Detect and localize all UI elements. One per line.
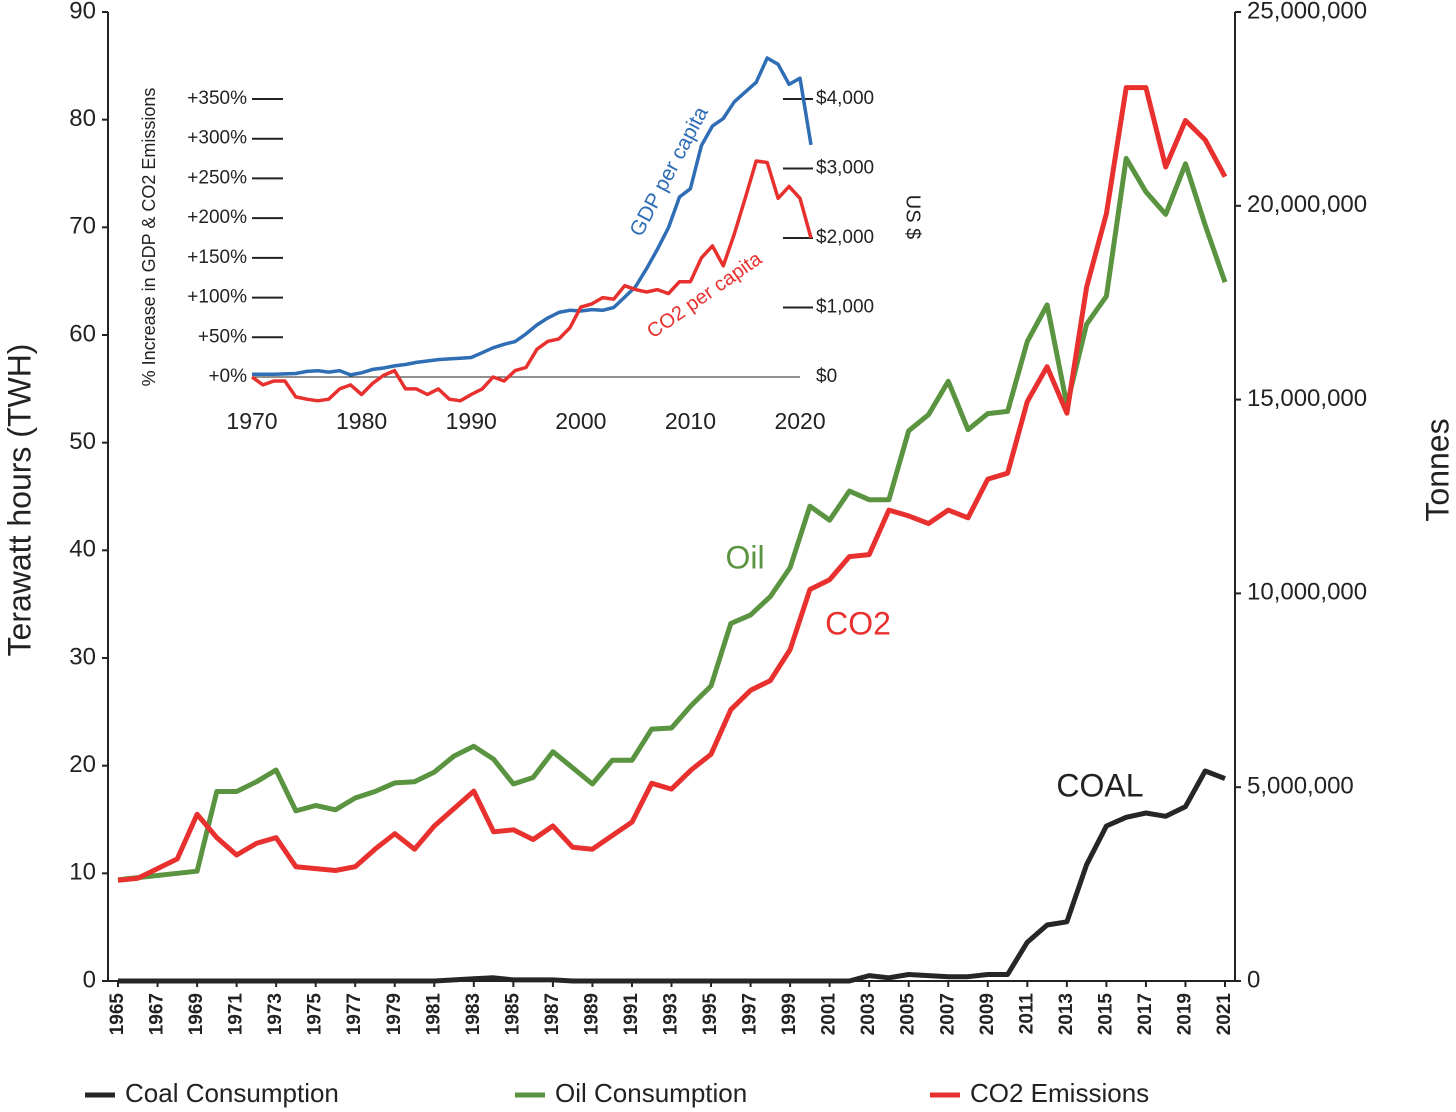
x-tick-label: 1987 [542, 993, 563, 1035]
x-tick-label: 1997 [740, 993, 761, 1035]
y-tick-label: +250% [187, 167, 247, 188]
y-tick-label: 20 [69, 751, 96, 778]
series-line [118, 768, 1226, 984]
annotation: Oil [725, 539, 764, 575]
x-tick-label: 1985 [502, 993, 523, 1036]
y-tick-label: 90 [69, 0, 96, 24]
x-tick-label: 1979 [384, 993, 405, 1035]
x-tick-label: 1989 [581, 993, 602, 1035]
annotation: COAL [1056, 767, 1143, 803]
x-tick-label: 1981 [423, 993, 444, 1036]
x-tick-label: 2000 [555, 408, 606, 434]
x-tick-label: 2009 [977, 993, 998, 1035]
y-tick-label: +350% [187, 88, 247, 109]
x-tick-label: 1991 [621, 993, 642, 1036]
y2-tick-label: 20,000,000 [1247, 191, 1367, 218]
x-tick-label: 2010 [665, 408, 716, 434]
y-tick-label: 10 [69, 859, 96, 886]
y-tick-label: 0 [83, 966, 96, 993]
y2-axis-title: Tonnes [1419, 418, 1455, 521]
x-tick-label: 2003 [858, 993, 879, 1035]
x-tick-label: 2015 [1095, 993, 1116, 1036]
x-tick-label: 2021 [1214, 993, 1235, 1036]
y-tick-label: +0% [208, 366, 247, 387]
y-tick-label: 50 [69, 428, 96, 455]
y2-tick-label: 5,000,000 [1247, 773, 1354, 800]
y2-tick-label: 15,000,000 [1247, 385, 1367, 412]
x-tick-label: 1970 [226, 408, 277, 434]
series-line [117, 155, 1228, 883]
x-tick-label: 1990 [446, 408, 497, 434]
series-line [250, 159, 813, 403]
y-tick-label: 70 [69, 213, 96, 240]
x-tick-label: 2011 [1016, 993, 1037, 1035]
annotation: CO2 [825, 605, 891, 641]
x-tick-label: 1967 [147, 993, 168, 1035]
y2-tick-label: $2,000 [816, 227, 874, 248]
series-label: GDP per capita [625, 103, 713, 241]
y-tick-label: 80 [69, 105, 96, 132]
x-tick-label: 2020 [774, 408, 825, 434]
y-tick-label: 30 [69, 643, 96, 670]
x-tick-label: 1969 [186, 993, 207, 1035]
legend-label: Coal Consumption [125, 1078, 339, 1108]
y-tick-label: +300% [187, 128, 247, 149]
x-tick-label: 1971 [226, 993, 247, 1036]
x-tick-label: 1975 [305, 993, 326, 1036]
legend-label: Oil Consumption [555, 1078, 747, 1108]
y2-tick-label: 0 [1247, 966, 1260, 993]
legend-label: CO2 Emissions [970, 1078, 1149, 1108]
y-axis-title: Terawatt hours (TWH) [1, 344, 37, 657]
x-tick-label: 2001 [819, 993, 840, 1036]
y-tick-label: 60 [69, 320, 96, 347]
y2-tick-label: $0 [816, 366, 837, 387]
y-tick-label: +150% [187, 247, 247, 268]
y-tick-label: +200% [187, 207, 247, 228]
y2-tick-label: 25,000,000 [1247, 0, 1367, 24]
y-tick-label: +50% [198, 326, 247, 347]
series-line [252, 56, 813, 377]
inset-y-axis-title: % Increase in GDP & CO2 Emissions [139, 88, 159, 387]
x-tick-label: 1965 [107, 993, 128, 1036]
y-tick-label: +100% [187, 287, 247, 308]
y2-tick-label: 10,000,000 [1247, 579, 1367, 606]
x-tick-label: 1973 [265, 993, 286, 1035]
y2-tick-label: $4,000 [816, 88, 874, 109]
x-tick-label: 1983 [463, 993, 484, 1035]
x-tick-label: 1980 [336, 408, 387, 434]
inset-y2-axis-title: US $ [902, 195, 924, 239]
series-line [117, 85, 1228, 883]
y2-tick-label: $1,000 [816, 297, 874, 318]
series-label: CO2 per capita [643, 247, 767, 343]
x-tick-label: 1993 [661, 993, 682, 1035]
x-tick-label: 2017 [1135, 993, 1156, 1035]
x-tick-label: 1977 [344, 993, 365, 1035]
x-tick-label: 2005 [898, 993, 919, 1036]
y-tick-label: 40 [69, 536, 96, 563]
y2-tick-label: $3,000 [816, 158, 874, 179]
x-tick-label: 2007 [937, 993, 958, 1035]
x-tick-label: 2019 [1174, 993, 1195, 1035]
x-tick-label: 1995 [700, 993, 721, 1036]
x-tick-label: 1999 [779, 993, 800, 1035]
x-tick-label: 2013 [1056, 993, 1077, 1035]
